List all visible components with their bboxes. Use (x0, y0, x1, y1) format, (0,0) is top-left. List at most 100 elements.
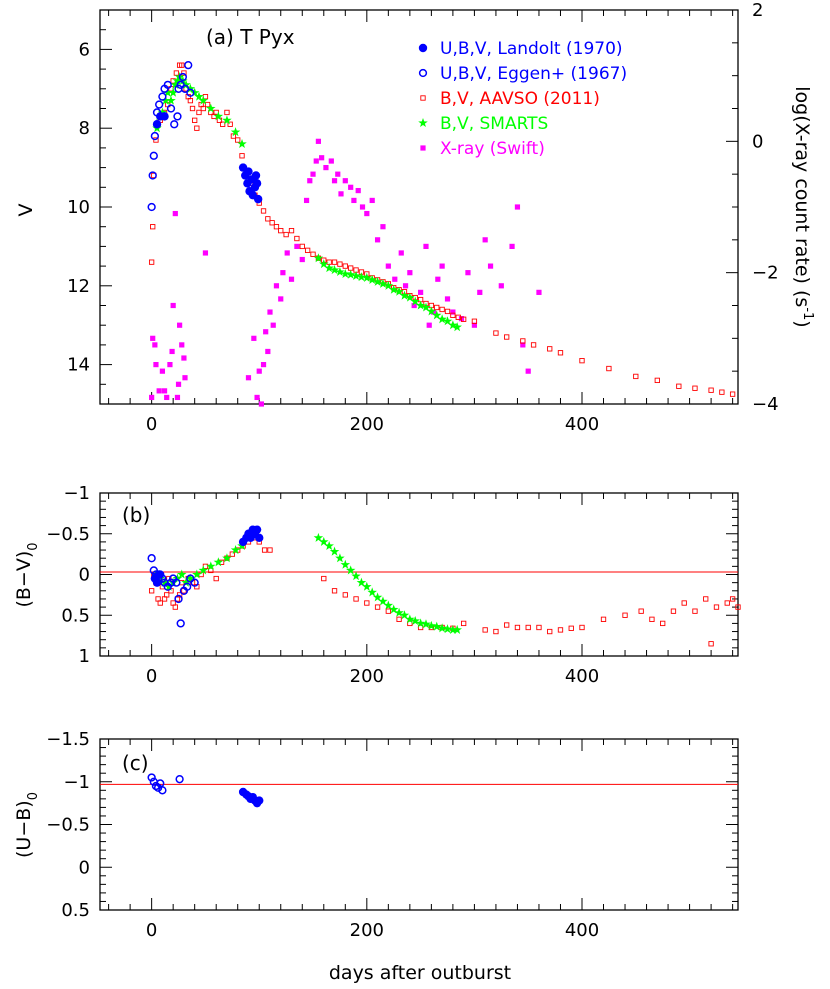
aavso-point (460, 316, 467, 322)
aavso-point (455, 314, 461, 320)
swift-point (426, 322, 432, 328)
eggen-point (158, 92, 167, 101)
landolt-point (244, 167, 253, 176)
aavso-point (579, 624, 585, 631)
swift-point (520, 342, 526, 348)
swift-point (402, 283, 409, 289)
y-tick-label: −1 (63, 483, 90, 504)
swift-point (170, 302, 176, 309)
aavso-point (536, 624, 542, 631)
smarts-point (356, 577, 367, 587)
smarts-point (388, 604, 399, 614)
b-series-aavso (148, 535, 741, 647)
swift-point (263, 329, 269, 335)
swift-point (342, 178, 348, 184)
swift-point (348, 184, 354, 190)
plot-frame (99, 738, 739, 911)
x-tick-label: 400 (565, 414, 599, 435)
smarts-point (426, 306, 437, 316)
x-tick-label: 400 (565, 666, 599, 687)
smarts-point (442, 624, 453, 634)
y-axis-label-sub: 0 (26, 792, 41, 800)
smarts-point (351, 571, 361, 581)
y-tick-label: −0.5 (46, 524, 90, 545)
y-tick-label: 0.5 (61, 605, 90, 626)
aavso-point (460, 620, 467, 627)
aavso-point (273, 224, 280, 230)
swift-point (303, 197, 310, 204)
swift-point (313, 158, 319, 164)
panel-a-v-light-curve: 0 200 400 6 8 10 12 14 2 0 −2 −4 log(X-ray count rat… (15, 0, 815, 435)
landolt-point (255, 796, 264, 805)
aavso-point (337, 261, 343, 267)
landolt-point (154, 570, 164, 579)
smarts-point (421, 619, 431, 629)
swift-point (439, 263, 445, 269)
swift-point (331, 178, 338, 184)
swift-point (179, 342, 185, 348)
swift-point (273, 283, 280, 289)
swift-point (435, 276, 441, 282)
aavso-point (269, 220, 275, 226)
eggen-point (158, 786, 167, 795)
smarts-point (189, 87, 200, 97)
aavso-point (713, 604, 720, 610)
eggen-point (148, 171, 157, 180)
swift-point (351, 197, 357, 204)
aavso-point (579, 358, 585, 364)
y-tick-label: −1.5 (46, 729, 90, 750)
eggen-point (173, 112, 182, 121)
smarts-point (160, 95, 171, 105)
aavso-point (348, 265, 354, 271)
swift-point (153, 362, 159, 368)
smarts-point (452, 624, 462, 634)
aavso-point (229, 551, 235, 557)
aavso-point (444, 308, 451, 315)
smarts-point (442, 316, 453, 326)
swift-point (450, 309, 456, 315)
aavso-point (176, 592, 183, 598)
smarts-point (164, 581, 174, 591)
smarts-point (405, 614, 415, 624)
aavso-point (600, 616, 607, 622)
x-tick-label: 200 (350, 920, 384, 941)
smarts-point (432, 310, 442, 320)
aavso-point (173, 70, 180, 76)
swift-point (509, 243, 515, 249)
a-series-aavso (148, 62, 736, 397)
landolt-point (251, 171, 261, 180)
y-tick-label: 0 (79, 565, 90, 586)
smarts-point (394, 607, 404, 617)
smarts-point (335, 267, 345, 277)
smarts-point (452, 322, 462, 332)
aavso-point (729, 391, 736, 397)
smarts-point (237, 138, 247, 149)
eggen-point (190, 578, 199, 587)
aavso-point (692, 385, 698, 391)
smarts-point (172, 573, 183, 583)
swift-point (310, 171, 316, 177)
y2-axis-label-text: log(X-ray count rate) (s (791, 86, 813, 307)
y-tick-label: 6 (79, 39, 90, 60)
aavso-point (235, 137, 241, 143)
aavso-point (729, 596, 736, 602)
legend-marker-smarts (418, 118, 428, 128)
smarts-point (426, 620, 437, 630)
a-series-swift (149, 138, 542, 407)
y-axis-label-text: (U−B) (13, 800, 35, 858)
aavso-point (374, 604, 381, 610)
landolt-point (160, 112, 169, 121)
aavso-point (450, 312, 456, 318)
aavso-point (227, 121, 233, 127)
aavso-point (331, 588, 338, 594)
aavso-point (708, 641, 714, 647)
aavso-point (471, 318, 478, 324)
aavso-point (342, 263, 348, 269)
swift-point (258, 401, 264, 407)
eggen-point (175, 775, 184, 784)
legend-marker-aavso (420, 95, 426, 101)
legend-marker-landolt (418, 43, 428, 53)
y-tick-label: 10 (67, 197, 90, 218)
aavso-point (525, 624, 531, 631)
smarts-point (383, 280, 394, 290)
